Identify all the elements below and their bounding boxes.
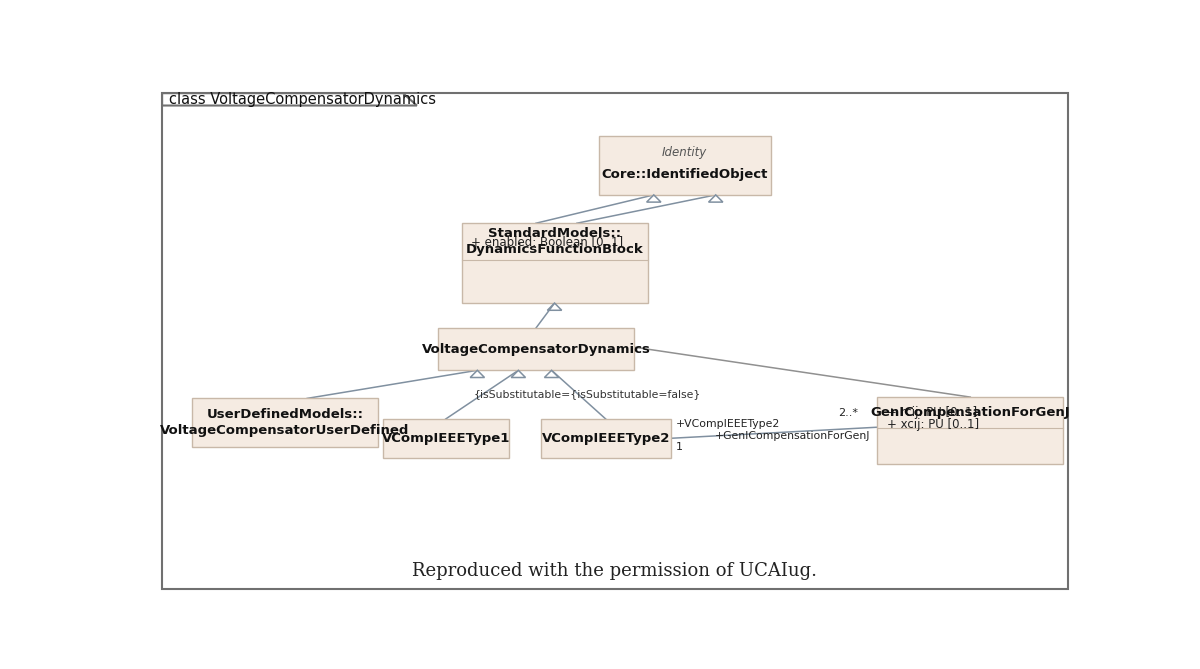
Text: VCompIEEEType1: VCompIEEEType1	[382, 432, 510, 445]
Text: {isSubstitutable={isSubstitutable=false}: {isSubstitutable={isSubstitutable=false}	[474, 389, 701, 399]
Text: + rcij: PU [0..1]: + rcij: PU [0..1]	[887, 406, 977, 419]
Text: Reproduced with the permission of UCAIug.: Reproduced with the permission of UCAIug…	[413, 562, 817, 579]
Text: 1: 1	[676, 442, 683, 452]
Text: VCompIEEEType2: VCompIEEEType2	[541, 432, 670, 445]
Text: UserDefinedModels::
VoltageCompensatorUserDefined: UserDefinedModels:: VoltageCompensatorUs…	[160, 408, 409, 438]
Text: Identity: Identity	[662, 146, 707, 159]
Text: GenICompensationForGenJ: GenICompensationForGenJ	[870, 406, 1070, 419]
Text: +VCompIEEEType2: +VCompIEEEType2	[676, 419, 780, 429]
Text: + enabled: Boolean [0..1]: + enabled: Boolean [0..1]	[470, 235, 623, 248]
Text: StandardModels::
DynamicsFunctionBlock: StandardModels:: DynamicsFunctionBlock	[466, 227, 643, 256]
FancyBboxPatch shape	[383, 419, 509, 458]
Text: Core::IdentifiedObject: Core::IdentifiedObject	[601, 168, 768, 181]
Text: 2..*: 2..*	[839, 408, 858, 418]
FancyBboxPatch shape	[192, 398, 378, 448]
FancyBboxPatch shape	[462, 223, 648, 303]
FancyBboxPatch shape	[877, 397, 1063, 464]
FancyBboxPatch shape	[540, 419, 671, 458]
Text: class VoltageCompensatorDynamics: class VoltageCompensatorDynamics	[168, 92, 436, 107]
Text: +GenICompensationForGenJ: +GenICompensationForGenJ	[714, 431, 870, 441]
FancyBboxPatch shape	[438, 328, 634, 371]
Text: + xcij: PU [0..1]: + xcij: PU [0..1]	[887, 417, 979, 431]
Text: VoltageCompensatorDynamics: VoltageCompensatorDynamics	[421, 343, 650, 356]
FancyBboxPatch shape	[599, 136, 770, 195]
